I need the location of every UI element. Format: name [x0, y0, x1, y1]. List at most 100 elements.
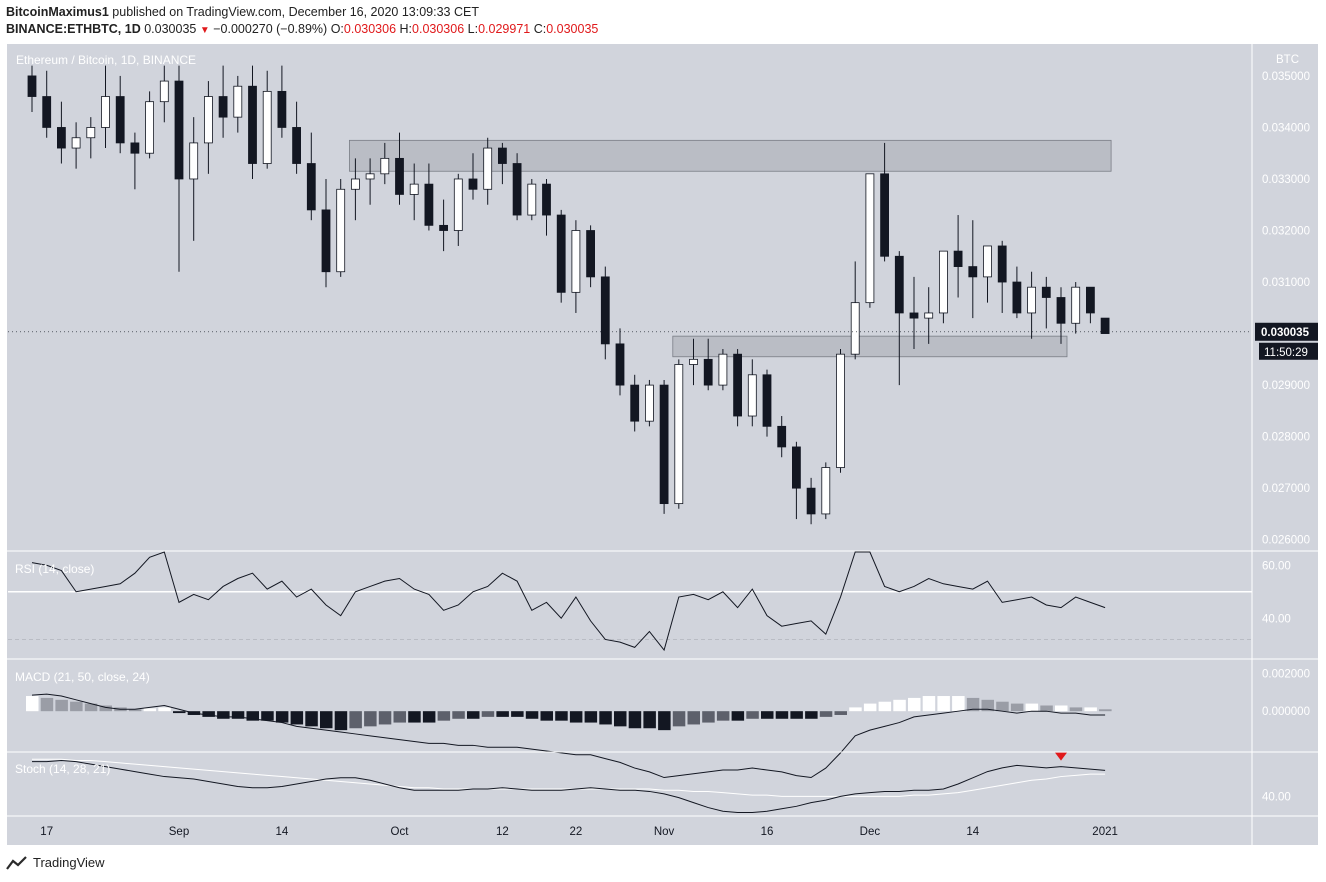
macd-histogram-bar: [143, 708, 157, 712]
author-name[interactable]: BitcoinMaximus1: [6, 5, 109, 19]
time-tick-label: 12: [496, 826, 509, 838]
macd-line: [31, 693, 1106, 779]
candle-body: [468, 178, 478, 190]
candle-body: [203, 96, 213, 144]
sell-signal-marker: [1055, 752, 1067, 761]
rsi-tick-label: 40.00: [1262, 613, 1291, 625]
macd-histogram-bar: [628, 711, 642, 729]
macd-histogram-bar: [1084, 707, 1097, 712]
macd-histogram-bar: [981, 699, 994, 712]
candle-body: [145, 101, 155, 154]
macd-histogram-bar: [1040, 705, 1053, 712]
macd-histogram-bar: [863, 703, 877, 712]
candle-body: [1056, 297, 1066, 324]
candle-body: [395, 157, 404, 195]
time-tick-label: Nov: [654, 826, 675, 838]
support-resistance-zone: [672, 335, 1068, 358]
axes-layer: [7, 44, 1318, 845]
candle-body: [880, 173, 889, 257]
macd-histogram-bar: [55, 699, 68, 712]
open-value: 0.030306: [343, 22, 397, 36]
macd-histogram-bar: [952, 696, 965, 712]
candle-body: [1100, 317, 1110, 334]
candle-body: [262, 90, 272, 164]
macd-histogram-bar: [525, 711, 539, 719]
low-label: L:: [467, 22, 479, 36]
candle-body: [909, 312, 919, 319]
macd-histogram-bar: [996, 701, 1009, 712]
footer-brand[interactable]: TradingView: [6, 855, 105, 870]
macd-histogram-bar: [320, 711, 333, 729]
high-value: 0.030306: [412, 22, 465, 36]
candle-body: [586, 230, 595, 278]
stoch-title: Stoch (14, 28, 21): [15, 762, 110, 776]
candle-body: [821, 467, 831, 515]
price-tick-label: 0.032000: [1262, 226, 1310, 238]
macd-histogram-bar: [511, 711, 524, 717]
macd-histogram-bar: [40, 697, 54, 712]
macd-histogram-bar: [672, 711, 686, 727]
close-value: 0.030035: [546, 22, 599, 36]
rsi-line: [31, 551, 1106, 652]
rsi-layer: [8, 551, 1252, 652]
candle-body: [615, 343, 625, 386]
candle-body: [365, 173, 375, 180]
low-value: 0.029971: [478, 22, 531, 36]
macd-histogram-bar: [555, 711, 568, 721]
chart-title: Ethereum / Bitcoin, 1D, BINANCE: [16, 53, 196, 67]
macd-histogram-bar: [202, 711, 215, 717]
candle-body: [527, 183, 537, 216]
candle-body: [939, 250, 948, 314]
candle-body: [542, 183, 551, 216]
time-tick-label: Sep: [169, 826, 189, 838]
macd-histogram-bar: [731, 711, 745, 721]
price-badge-label: 0.030035: [1261, 327, 1310, 339]
macd-histogram-bar: [966, 697, 980, 712]
macd-histogram-bar: [467, 711, 480, 719]
macd-histogram-bar: [290, 711, 304, 725]
candle-body: [439, 224, 449, 231]
zones-layer: [348, 139, 1112, 358]
support-resistance-zone: [348, 139, 1112, 172]
candle-body: [777, 425, 787, 448]
candle-body: [733, 353, 742, 417]
candle-body: [983, 245, 992, 278]
macd-histogram-bar: [231, 711, 245, 719]
currency-label: BTC: [1276, 54, 1299, 66]
chart-canvas[interactable]: 0.035000 0.034000 0.033000 0.032000 0.031000…: [0, 44, 1326, 849]
macd-tick-label: 0.002000: [1262, 668, 1310, 680]
time-tick-label: 16: [761, 826, 774, 838]
ohlc-line: BINANCE:ETHBTC, 1D 0.030035 ▼ −0.000270 …: [6, 22, 598, 36]
rsi-title: RSI (14, close): [15, 562, 94, 576]
price-change: −0.000270 (−0.89%): [213, 22, 328, 36]
price-tick-label: 0.027000: [1262, 483, 1310, 495]
candle-body: [850, 302, 860, 355]
candle-body: [747, 374, 757, 417]
macd-histogram-bar: [481, 711, 495, 717]
macd-histogram-bar: [349, 711, 362, 729]
open-label: O:: [330, 22, 344, 36]
tradingview-logo-icon: [6, 855, 27, 870]
macd-title: MACD (21, 50, close, 24): [15, 670, 150, 684]
candle-body: [1012, 281, 1022, 314]
candle-body: [409, 183, 419, 195]
macd-histogram-bar: [275, 711, 289, 723]
labels-layer: 0.035000 0.034000 0.033000 0.032000 0.031000…: [15, 53, 1318, 838]
candle-body: [336, 188, 346, 273]
macd-histogram-bar: [790, 711, 803, 719]
candle-body: [483, 147, 493, 190]
candle-body: [718, 353, 728, 386]
price-tick-label: 0.026000: [1262, 535, 1310, 547]
time-tick-label: Oct: [391, 826, 410, 838]
stoch-d-line: [32, 758, 1106, 797]
last-price: 0.030035: [144, 22, 197, 36]
price-tick-label: 0.028000: [1262, 432, 1310, 444]
price-tick-label: 0.031000: [1262, 277, 1310, 289]
macd-histogram-bar: [937, 696, 950, 712]
macd-histogram-bar: [775, 711, 789, 719]
macd-histogram-bar: [540, 711, 553, 721]
macd-histogram-bar: [364, 711, 377, 727]
macd-histogram-bar: [569, 711, 583, 723]
macd-histogram-bar: [217, 711, 230, 719]
footer-brand-label: TradingView: [33, 855, 105, 870]
